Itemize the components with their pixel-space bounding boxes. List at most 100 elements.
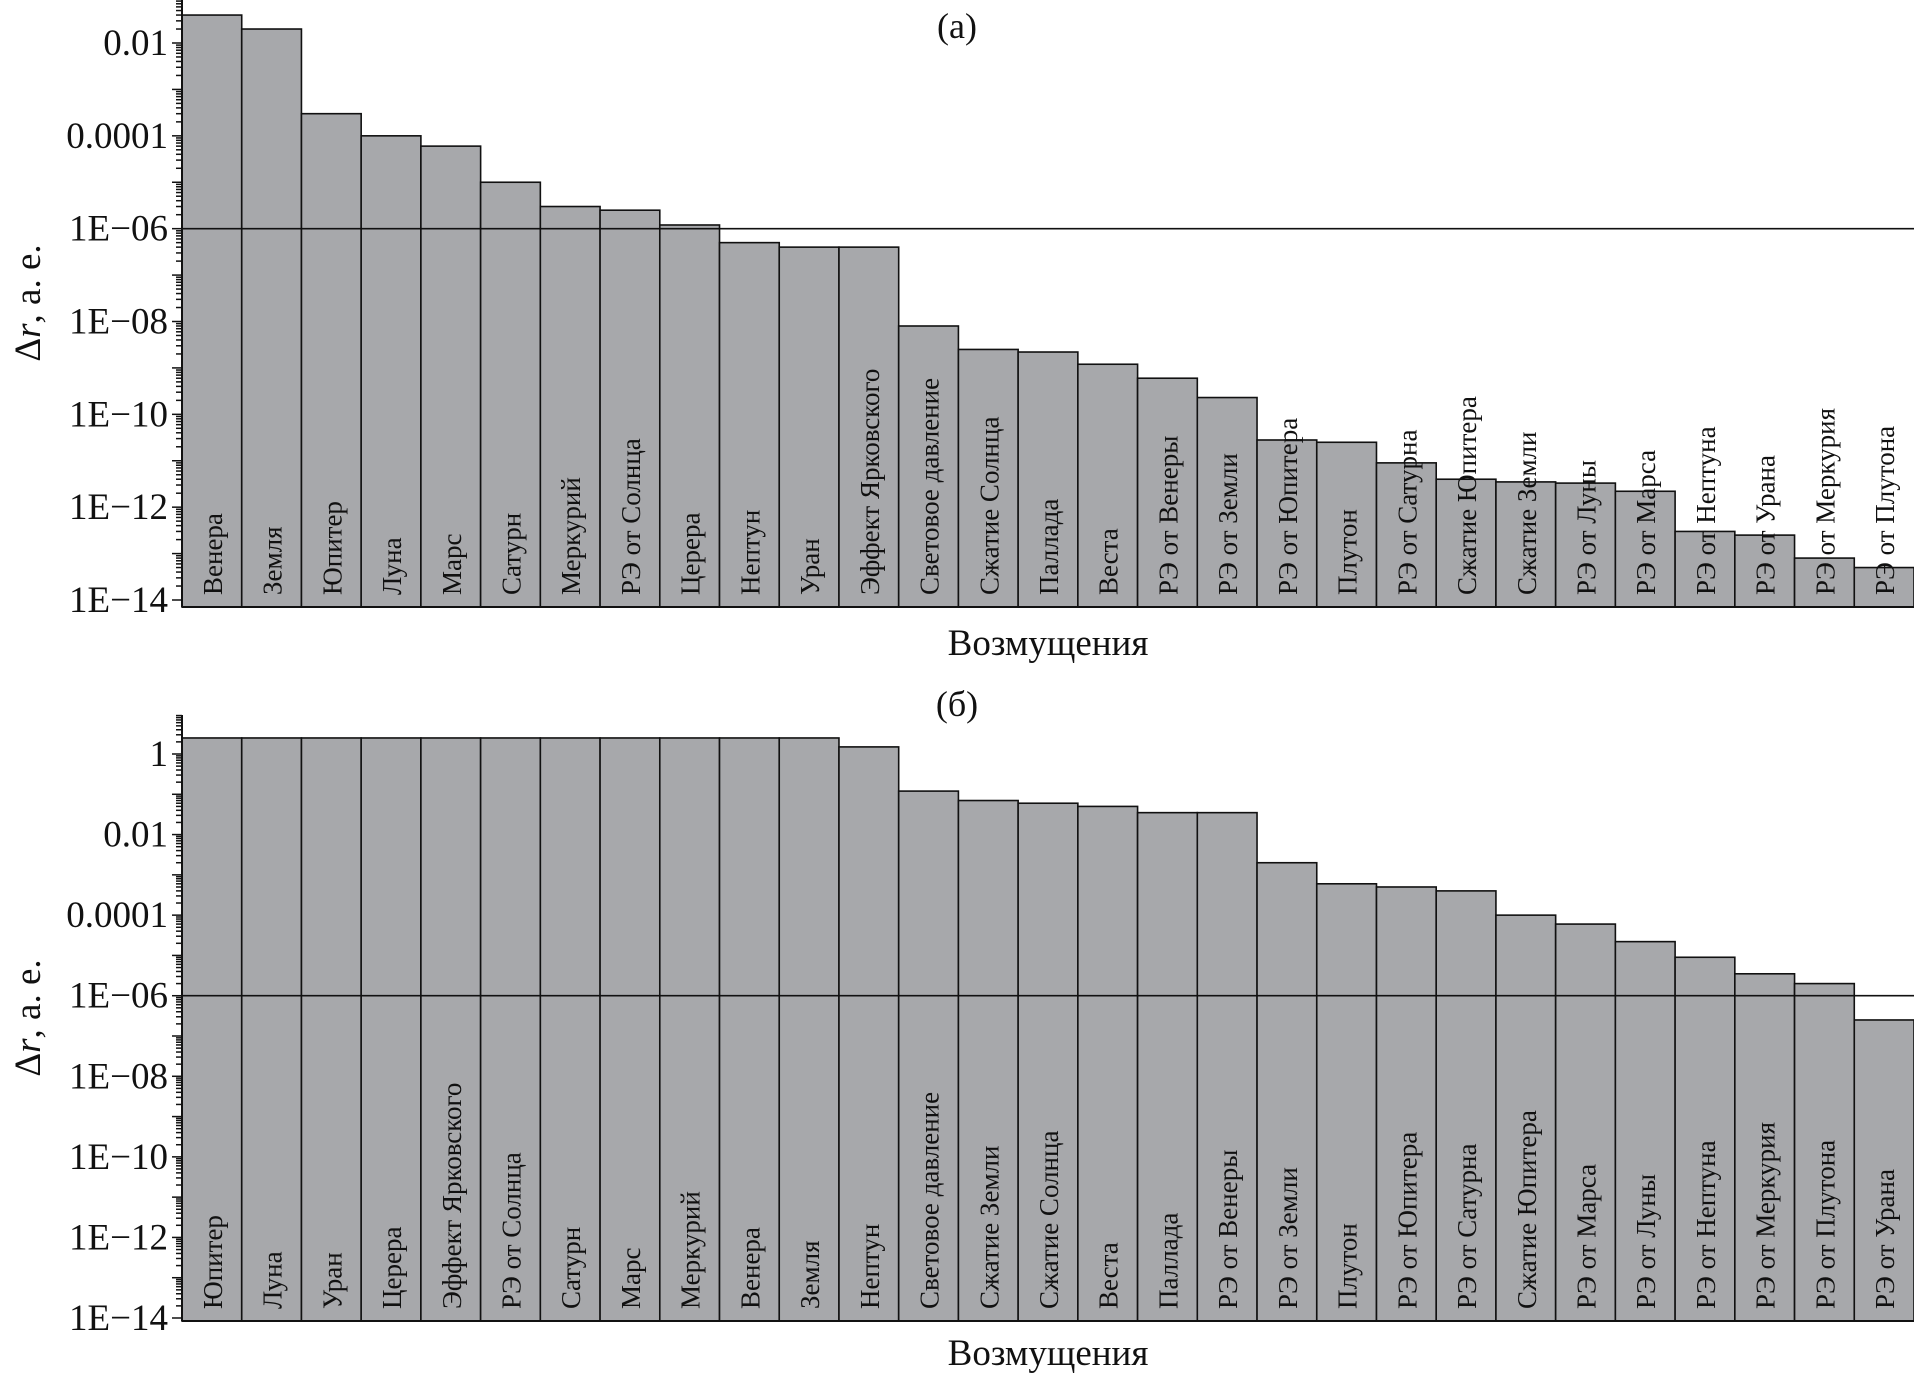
bar bbox=[240, 737, 303, 1322]
bar bbox=[599, 737, 661, 1322]
bar-label: Сжатие Земли bbox=[1512, 432, 1542, 595]
bar-label: Церера bbox=[676, 513, 706, 595]
y-tick-label: 1E−10 bbox=[69, 1137, 168, 1178]
y-tick-label: 1E−12 bbox=[69, 487, 168, 528]
bar-label: Эффект Ярковского bbox=[855, 369, 885, 595]
bar-label: Плутон bbox=[1333, 1223, 1363, 1309]
bar-label: Юпитер bbox=[317, 501, 347, 595]
bar bbox=[1435, 890, 1497, 1322]
bar-label: Нептун bbox=[855, 1224, 885, 1309]
bar-label: РЭ от Юпитера bbox=[1392, 1132, 1422, 1309]
bar-label: Световое давление bbox=[915, 378, 945, 595]
bar-label: Венера bbox=[198, 513, 228, 595]
y-tick-label: 1E−06 bbox=[69, 209, 168, 250]
bar bbox=[1375, 886, 1438, 1322]
y-tick-label: 0.0001 bbox=[66, 895, 168, 936]
bar-label: Сжатие Земли bbox=[974, 1146, 1004, 1309]
bar-label: Уран bbox=[795, 538, 825, 595]
bar-label: РЭ от Луны bbox=[1572, 460, 1602, 595]
bar bbox=[1614, 940, 1676, 1322]
y-axis-label: Δr, а. е. bbox=[8, 244, 49, 361]
bar-label: Паллада bbox=[1034, 499, 1064, 595]
bar-label: Веста bbox=[1094, 1242, 1124, 1309]
y-tick-label: 0.01 bbox=[103, 23, 168, 64]
bar-label: Сжатие Солнца bbox=[1034, 1131, 1064, 1309]
bar-label: РЭ от Плутона bbox=[1870, 426, 1900, 595]
bar bbox=[360, 737, 422, 1322]
bar bbox=[300, 737, 362, 1322]
y-tick-label: 1E−14 bbox=[69, 1298, 168, 1339]
bar bbox=[778, 737, 840, 1322]
bar-label: Венера bbox=[735, 1227, 765, 1309]
y-tick-label: 1E−08 bbox=[69, 1056, 168, 1097]
bar bbox=[897, 790, 960, 1322]
bar-label: Веста bbox=[1094, 528, 1124, 595]
bar bbox=[360, 135, 422, 608]
bar bbox=[1614, 490, 1676, 608]
chart-panel-1: (а) Венера Земля Юпитер Луна Марс Сатурн Меркур… bbox=[8, 0, 1914, 664]
bar bbox=[1315, 441, 1378, 608]
bar-label: РЭ от Юпитера bbox=[1273, 418, 1303, 595]
bar-label: Эффект Ярковского bbox=[437, 1083, 467, 1309]
bar-label: РЭ от Земли bbox=[1213, 453, 1243, 595]
bar-label: Марс bbox=[616, 1248, 646, 1309]
bar bbox=[1256, 861, 1318, 1322]
bar bbox=[181, 14, 243, 608]
bar bbox=[1853, 566, 1914, 608]
bar-label: Земля bbox=[258, 527, 288, 596]
bar-label: Сжатие Юпитера bbox=[1512, 1110, 1542, 1309]
bar-label: Плутон bbox=[1333, 509, 1363, 595]
bar bbox=[1136, 811, 1199, 1322]
x-axis-label: Возмущения bbox=[948, 623, 1149, 664]
bar bbox=[1674, 956, 1736, 1322]
bar-label: РЭ от Луны bbox=[1631, 1174, 1661, 1309]
bar bbox=[957, 348, 1019, 608]
bar-label: Луна bbox=[258, 1251, 288, 1309]
chart-title: (б) bbox=[936, 684, 978, 724]
bar-label: РЭ от Сатурна bbox=[1452, 1144, 1482, 1309]
bar-label: Сатурн bbox=[496, 513, 526, 595]
bar bbox=[1853, 1019, 1914, 1322]
bar bbox=[718, 737, 781, 1322]
bar-label: Марс bbox=[437, 534, 467, 595]
y-tick-label: 1E−12 bbox=[69, 1217, 168, 1258]
bar-label: РЭ от Марса bbox=[1572, 1164, 1602, 1309]
bar-label: Луна bbox=[377, 537, 407, 595]
chart-panel-2: (б) Юпитер Луна Уран Церера Эффект Ярковского… bbox=[8, 684, 1914, 1374]
bar bbox=[1196, 396, 1258, 608]
y-tick-label: 1E−06 bbox=[69, 976, 168, 1017]
bar-label: Сжатие Юпитера bbox=[1452, 396, 1482, 595]
bar-label: РЭ от Плутона bbox=[1810, 1140, 1840, 1309]
y-tick-label: 0.01 bbox=[103, 815, 168, 856]
bar bbox=[1077, 363, 1139, 608]
bar bbox=[957, 799, 1019, 1322]
bar-label: РЭ от Солнца bbox=[496, 1152, 526, 1309]
bar-label: Световое давление bbox=[915, 1092, 945, 1309]
bar bbox=[1256, 439, 1318, 608]
bar-label: Уран bbox=[317, 1252, 347, 1309]
bar-label: РЭ от Земли bbox=[1273, 1167, 1303, 1309]
bar bbox=[1793, 982, 1856, 1322]
bar-label: Юпитер bbox=[198, 1215, 228, 1309]
bar-label: РЭ от Меркурия bbox=[1810, 408, 1840, 595]
bar-label: РЭ от Сатурна bbox=[1392, 430, 1422, 595]
y-tick-label: 1 bbox=[150, 734, 169, 775]
bar bbox=[1495, 914, 1557, 1322]
bar bbox=[718, 241, 781, 608]
bar bbox=[838, 746, 900, 1322]
bar-label: Нептун bbox=[735, 510, 765, 595]
bar bbox=[420, 145, 482, 608]
bar bbox=[1375, 462, 1438, 608]
bar-label: РЭ от Марса bbox=[1631, 450, 1661, 595]
bar bbox=[1734, 972, 1796, 1322]
y-tick-label: 0.0001 bbox=[66, 116, 168, 157]
y-tick-label: 1E−14 bbox=[69, 580, 168, 621]
y-axis-label: Δr, а. е. bbox=[8, 959, 49, 1076]
bar-label: Сжатие Солнца bbox=[974, 417, 1004, 595]
bar-label: РЭ от Нептуна bbox=[1691, 426, 1721, 595]
bar-label: РЭ от Меркурия bbox=[1751, 1122, 1781, 1309]
bar bbox=[479, 737, 542, 1322]
bar-label: РЭ от Венеры bbox=[1153, 436, 1183, 595]
bar bbox=[1435, 478, 1497, 608]
